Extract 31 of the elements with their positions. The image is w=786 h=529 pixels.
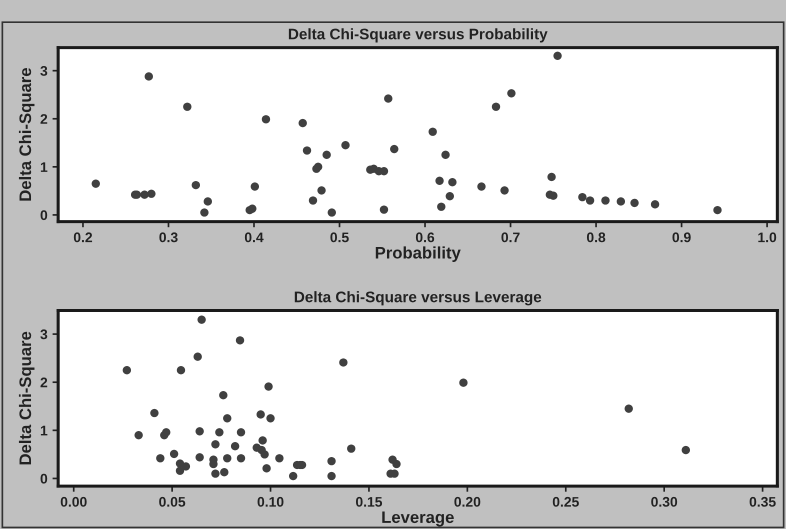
y-tick-label: 1 (40, 162, 48, 172)
x-tick-label: 0.10 (258, 496, 284, 507)
x-tick-label: 0.15 (356, 496, 382, 507)
x-tick-label: 0.20 (454, 496, 480, 507)
y-tick-label: 2 (40, 378, 48, 388)
x-tick-label: 0.35 (750, 496, 776, 507)
x-axis-title: Probability (376, 246, 461, 262)
y-tick-label: 3 (40, 66, 48, 76)
y-tick-label: 0 (40, 210, 48, 220)
x-tick-label: 0.5 (330, 232, 349, 242)
x-tick-label: 0.8 (586, 232, 606, 242)
x-tick-label: 0.05 (159, 496, 186, 507)
x-tick-label: 0.25 (552, 496, 579, 507)
x-tick-label: 0.7 (501, 232, 520, 242)
x-tick-label: 0.4 (244, 232, 264, 242)
y-tick-label: 3 (40, 329, 48, 340)
x-tick-label: 0.3 (159, 232, 178, 242)
y-tick-label: 2 (40, 114, 48, 124)
x-tick-label: 0.30 (651, 496, 678, 507)
x-tick-label: 0.6 (416, 232, 434, 242)
x-tick-label: 0.2 (74, 232, 92, 242)
y-axis-title: Delta Chi-Square (18, 68, 34, 201)
x-tick-label: 0.9 (672, 232, 691, 242)
y-tick-label: 1 (40, 426, 48, 436)
y-tick-label: 0 (40, 474, 48, 484)
x-axis-title: Leverage (382, 511, 454, 526)
chart-title: Delta Chi-Square versus Probability (288, 28, 548, 42)
chart-title: Delta Chi-Square versus Leverage (294, 291, 542, 306)
y-axis-title: Delta Chi-Square (18, 332, 34, 464)
x-tick-label: 1.0 (758, 232, 776, 242)
x-tick-label: 0.00 (60, 496, 87, 507)
